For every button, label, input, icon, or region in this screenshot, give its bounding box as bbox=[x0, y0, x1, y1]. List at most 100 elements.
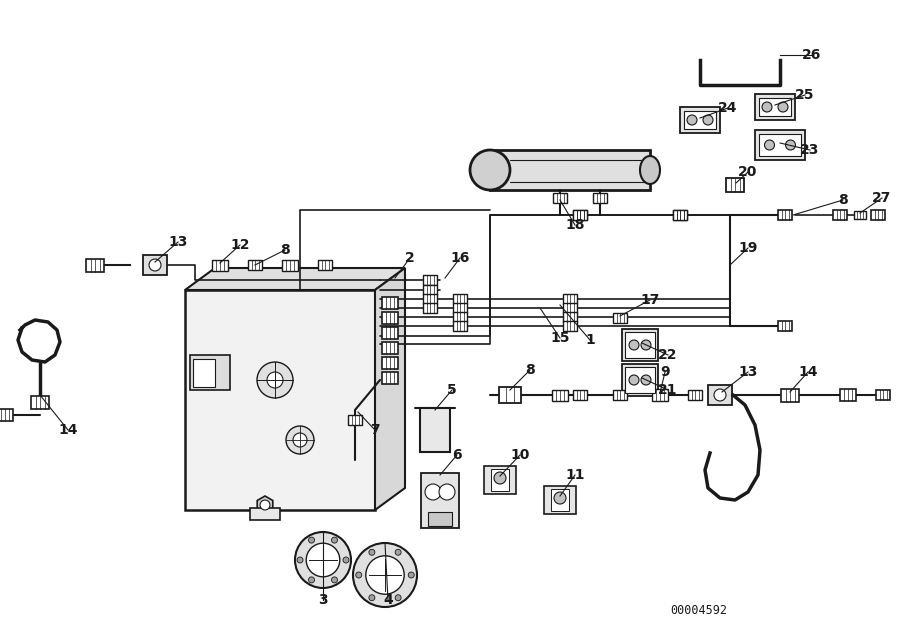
Circle shape bbox=[309, 577, 314, 583]
Circle shape bbox=[762, 102, 772, 112]
Bar bbox=[544, 486, 576, 514]
Circle shape bbox=[409, 572, 414, 578]
Text: 14: 14 bbox=[58, 423, 77, 437]
Circle shape bbox=[295, 532, 351, 588]
Bar bbox=[688, 390, 702, 400]
Text: 7: 7 bbox=[370, 423, 380, 437]
Circle shape bbox=[356, 572, 362, 578]
Bar bbox=[759, 98, 791, 116]
Bar bbox=[833, 210, 847, 220]
Text: 5: 5 bbox=[447, 383, 457, 397]
Text: 25: 25 bbox=[796, 88, 814, 102]
Bar bbox=[625, 332, 655, 358]
Bar bbox=[420, 408, 450, 452]
Bar bbox=[622, 364, 658, 396]
Bar bbox=[282, 260, 298, 271]
Bar bbox=[563, 312, 577, 322]
Bar bbox=[190, 355, 230, 390]
Polygon shape bbox=[375, 268, 405, 510]
Text: 13: 13 bbox=[168, 235, 188, 249]
Circle shape bbox=[764, 140, 775, 150]
Bar bbox=[551, 489, 569, 511]
Text: 17: 17 bbox=[640, 293, 660, 307]
Bar bbox=[382, 357, 398, 369]
Bar bbox=[781, 389, 799, 401]
Bar bbox=[453, 312, 467, 322]
Bar bbox=[876, 390, 890, 400]
Circle shape bbox=[369, 549, 375, 555]
Bar bbox=[491, 469, 508, 491]
Bar bbox=[453, 303, 467, 313]
Ellipse shape bbox=[470, 150, 510, 190]
Bar bbox=[573, 210, 587, 220]
Bar bbox=[573, 210, 587, 220]
Bar bbox=[680, 107, 720, 133]
Circle shape bbox=[439, 484, 455, 500]
Bar bbox=[726, 178, 744, 192]
Circle shape bbox=[149, 259, 161, 271]
Bar bbox=[622, 329, 658, 361]
Bar bbox=[563, 303, 577, 313]
Bar bbox=[755, 130, 805, 160]
Circle shape bbox=[641, 340, 651, 350]
Text: 8: 8 bbox=[525, 363, 535, 377]
Circle shape bbox=[687, 115, 697, 125]
Bar bbox=[382, 342, 398, 354]
Circle shape bbox=[714, 389, 726, 401]
Bar bbox=[593, 193, 607, 203]
Circle shape bbox=[395, 595, 401, 601]
Text: 00004592: 00004592 bbox=[670, 603, 727, 617]
Bar bbox=[854, 211, 866, 219]
Circle shape bbox=[554, 492, 566, 504]
Bar bbox=[484, 466, 516, 494]
Bar bbox=[382, 297, 398, 309]
Text: 3: 3 bbox=[319, 593, 328, 607]
Bar bbox=[778, 321, 792, 331]
Bar bbox=[423, 275, 437, 285]
Bar bbox=[423, 303, 437, 313]
Text: 10: 10 bbox=[510, 448, 530, 462]
Text: 23: 23 bbox=[800, 143, 820, 157]
Bar bbox=[423, 294, 437, 304]
Text: 18: 18 bbox=[565, 218, 585, 232]
Circle shape bbox=[703, 115, 713, 125]
Circle shape bbox=[786, 140, 796, 150]
Bar bbox=[382, 327, 398, 339]
Bar bbox=[553, 193, 567, 203]
Circle shape bbox=[343, 557, 349, 563]
Circle shape bbox=[395, 549, 401, 555]
Bar bbox=[755, 94, 795, 120]
Bar bbox=[453, 321, 467, 331]
Circle shape bbox=[629, 340, 639, 350]
Circle shape bbox=[641, 375, 651, 385]
Bar bbox=[423, 285, 437, 295]
Circle shape bbox=[306, 543, 340, 577]
Bar bbox=[193, 359, 215, 387]
Text: 6: 6 bbox=[452, 448, 462, 462]
Circle shape bbox=[494, 472, 506, 484]
Bar bbox=[0, 409, 13, 421]
Bar bbox=[652, 389, 668, 401]
Text: 24: 24 bbox=[718, 101, 738, 115]
Text: 12: 12 bbox=[230, 238, 250, 252]
Ellipse shape bbox=[640, 156, 660, 184]
Bar bbox=[563, 294, 577, 304]
Text: 16: 16 bbox=[450, 251, 470, 265]
Bar bbox=[573, 390, 587, 400]
Text: 8: 8 bbox=[280, 243, 290, 257]
Text: 20: 20 bbox=[738, 165, 758, 179]
Bar bbox=[613, 390, 627, 400]
Text: 2: 2 bbox=[405, 251, 415, 265]
Circle shape bbox=[629, 375, 639, 385]
Text: 19: 19 bbox=[738, 241, 758, 255]
Circle shape bbox=[297, 557, 303, 563]
Bar bbox=[86, 258, 104, 272]
Circle shape bbox=[425, 484, 441, 500]
Circle shape bbox=[257, 362, 293, 398]
Bar bbox=[382, 312, 398, 324]
Bar bbox=[613, 313, 627, 323]
Circle shape bbox=[331, 537, 338, 543]
Bar bbox=[673, 210, 687, 220]
Text: 21: 21 bbox=[658, 383, 678, 397]
Bar bbox=[250, 508, 280, 520]
